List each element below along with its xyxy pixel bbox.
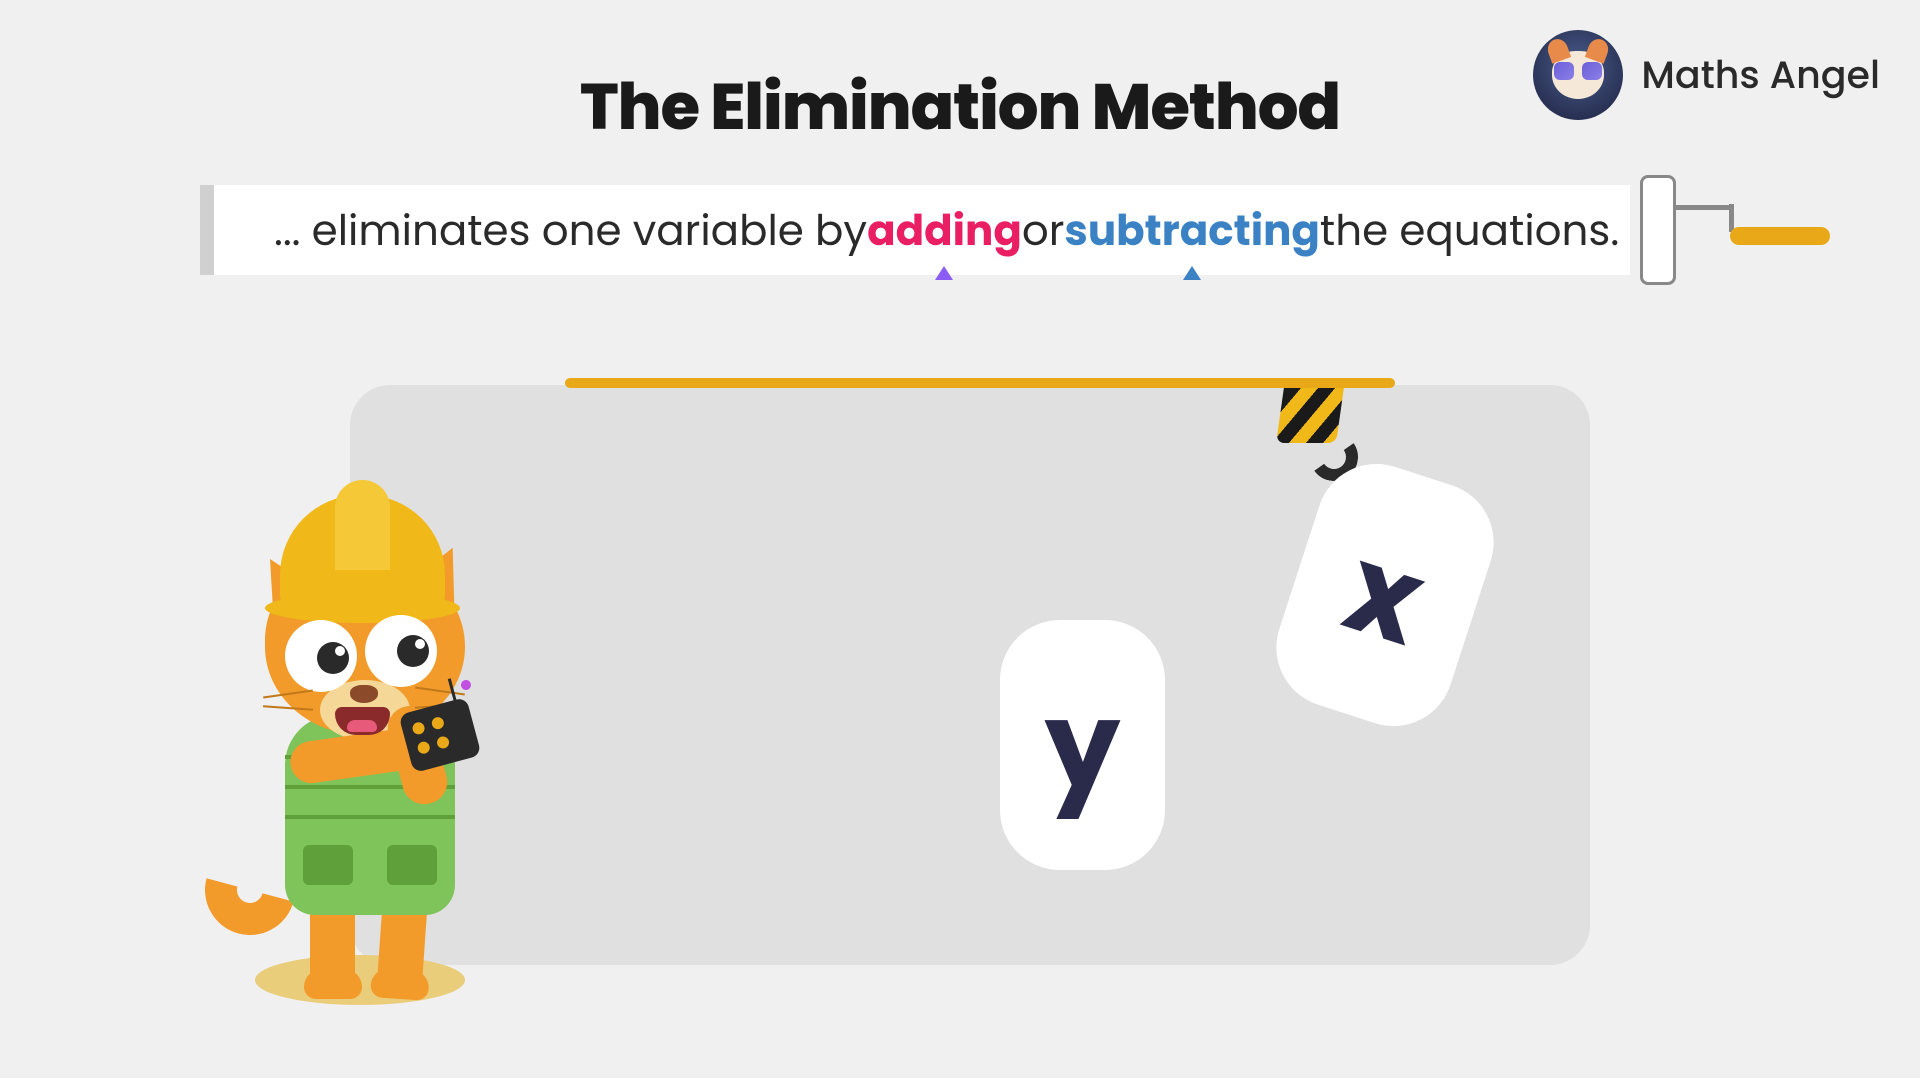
definition-bar: ... eliminates one variable by adding or… xyxy=(200,185,1630,275)
definition-subtracting: subtracting xyxy=(1064,199,1320,262)
brand: Maths Angel xyxy=(1533,30,1880,120)
variable-tile-y: y xyxy=(1000,620,1165,870)
definition-prefix: ... eliminates one variable by xyxy=(274,199,867,262)
brand-name: Maths Angel xyxy=(1641,47,1880,104)
cat-character-icon xyxy=(235,515,515,995)
paint-roller-icon xyxy=(1640,175,1676,285)
crane-arm-icon xyxy=(565,378,1395,388)
crane-hook-icon xyxy=(1280,388,1340,443)
definition-middle: or xyxy=(1022,199,1065,262)
brand-logo-icon xyxy=(1533,30,1623,120)
definition-adding: adding xyxy=(867,199,1022,262)
definition-suffix: the equations. xyxy=(1320,199,1619,262)
page-title: The Elimination Method xyxy=(580,60,1340,155)
